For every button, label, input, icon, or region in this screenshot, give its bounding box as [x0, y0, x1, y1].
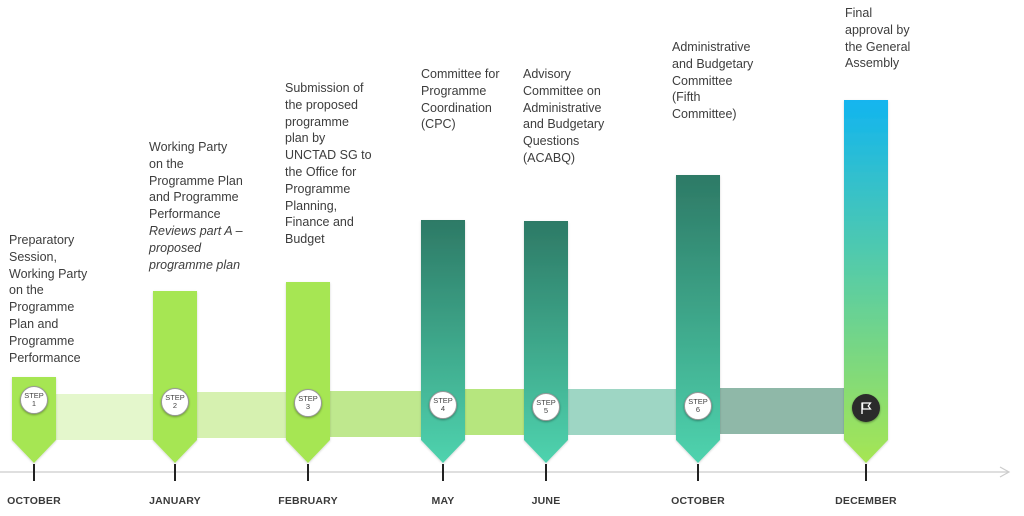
- month-label: JUNE: [531, 495, 561, 507]
- step-number: 6: [695, 405, 701, 414]
- step-word: STEP: [536, 397, 556, 407]
- step-badge: STEP 5: [532, 393, 560, 421]
- step-5-bar: [524, 221, 568, 463]
- description-text: Final approval by the General Assembly: [845, 6, 911, 71]
- step-word: STEP: [688, 396, 708, 406]
- step-2-description: Working Party on the Programme Plan and …: [149, 139, 243, 273]
- axis-arrow-icon: [999, 466, 1011, 478]
- connector-band: [720, 388, 844, 434]
- step-word: STEP: [298, 393, 318, 403]
- step-badge: STEP 4: [429, 391, 457, 419]
- step-final-description: Final approval by the General Assembly: [845, 5, 910, 72]
- month-label: OCTOBER: [671, 495, 725, 507]
- step-number: 5: [543, 406, 549, 415]
- step-badge: STEP 1: [20, 386, 48, 414]
- connector-band: [330, 391, 421, 437]
- step-3-bar: [286, 282, 330, 463]
- step-number: 4: [440, 404, 446, 413]
- month-label: FEBRUARY: [278, 495, 338, 507]
- step-4-bar: [421, 220, 465, 463]
- description-text: Administrative and Budgetary Committee (…: [672, 40, 754, 122]
- step-4-description: Committee for Programme Coordination (CP…: [421, 66, 500, 133]
- step-2-bar: [153, 291, 197, 463]
- step-badge: STEP 3: [294, 389, 322, 417]
- connector-band: [465, 389, 524, 435]
- description-text: Submission of the proposed programme pla…: [285, 81, 372, 247]
- description-text: Committee for Programme Coordination (CP…: [421, 67, 500, 132]
- month-label: OCTOBER: [7, 495, 61, 507]
- description-text: Preparatory Session, Working Party on th…: [9, 233, 88, 365]
- step-word: STEP: [433, 395, 453, 405]
- description-italic-text: Reviews part A – proposed programme plan: [149, 223, 243, 272]
- step-badge: STEP 2: [161, 388, 189, 416]
- month-label: JANUARY: [149, 495, 201, 507]
- flag-icon: [852, 394, 880, 422]
- step-6-description: Administrative and Budgetary Committee (…: [672, 39, 753, 123]
- month-label: DECEMBER: [835, 495, 897, 507]
- connector-band: [568, 389, 676, 435]
- step-word: STEP: [24, 390, 44, 400]
- description-text: Working Party on the Programme Plan and …: [149, 140, 243, 222]
- step-6-bar: [676, 175, 720, 463]
- step-1-description: Preparatory Session, Working Party on th…: [9, 232, 87, 366]
- step-5-description: Advisory Committee on Administrative and…: [523, 66, 604, 167]
- step-final-bar: [844, 100, 888, 463]
- step-number: 2: [172, 401, 178, 410]
- month-label: MAY: [431, 495, 455, 507]
- step-word: STEP: [165, 392, 185, 402]
- step-3-description: Submission of the proposed programme pla…: [285, 80, 372, 248]
- step-number: 1: [31, 399, 37, 408]
- step-badge: STEP 6: [684, 392, 712, 420]
- description-text: Advisory Committee on Administrative and…: [523, 67, 605, 165]
- step-number: 3: [305, 402, 311, 411]
- connector-band: [197, 392, 286, 438]
- connector-band: [56, 394, 153, 440]
